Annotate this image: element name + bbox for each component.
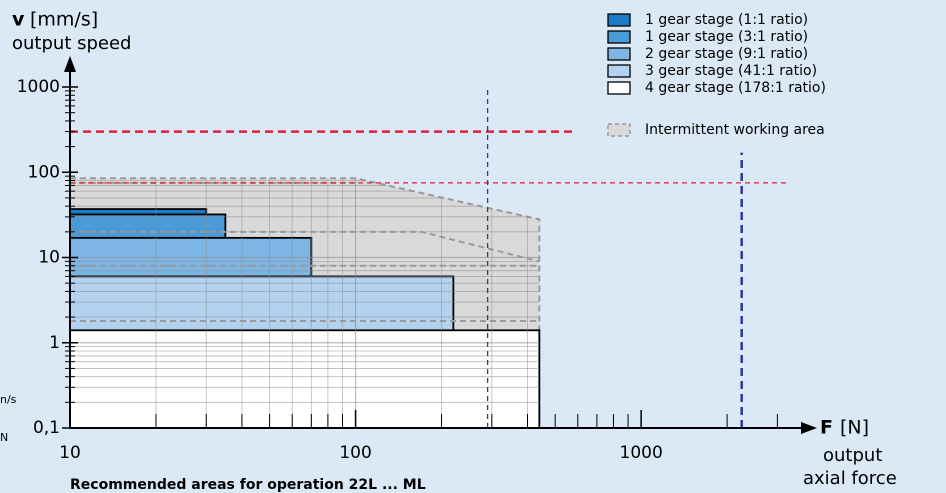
legend-label: 1 gear stage (3:1 ratio) bbox=[645, 29, 808, 45]
legend-label: 2 gear stage (9:1 ratio) bbox=[645, 46, 808, 62]
y-tick-label: 1 bbox=[49, 333, 60, 353]
side-note: n/s bbox=[0, 393, 17, 406]
y-axis-arrow bbox=[64, 56, 76, 72]
intermittent-line bbox=[70, 230, 540, 263]
x-symbol: F bbox=[820, 417, 833, 439]
y-tick-label: 100 bbox=[28, 162, 60, 182]
y-symbol: v bbox=[12, 9, 25, 31]
x-axis-arrow bbox=[801, 422, 817, 434]
areas bbox=[69, 177, 541, 429]
legend-swatch bbox=[607, 64, 631, 78]
x-tick-label: 100 bbox=[339, 443, 371, 463]
legend-swatch bbox=[607, 47, 631, 61]
side-note: N bbox=[0, 431, 8, 444]
legend-label: 4 gear stage (178:1 ratio) bbox=[645, 80, 826, 96]
legend-label: 3 gear stage (41:1 ratio) bbox=[645, 63, 817, 79]
caption: Recommended areas for operation 22L ... … bbox=[70, 477, 426, 493]
overlay: 10 100 1000 0,1 1 10 100 1000 1 gear stage (1:1 … bbox=[17, 12, 826, 463]
y-unit: [mm/s] bbox=[30, 9, 98, 31]
x-label: output bbox=[823, 445, 882, 466]
stage-area bbox=[69, 329, 541, 429]
x-tick-label: 1000 bbox=[620, 443, 663, 463]
y-tick-label: 1000 bbox=[17, 77, 60, 97]
legend-swatch bbox=[607, 13, 631, 27]
x-tick-label: 10 bbox=[59, 443, 81, 463]
legend-swatch bbox=[607, 81, 631, 95]
legend-label: 1 gear stage (1:1 ratio) bbox=[645, 12, 808, 28]
y-tick-label: 0,1 bbox=[33, 418, 60, 438]
x-unit: [N] bbox=[840, 417, 869, 439]
y-tick-label: 10 bbox=[38, 248, 60, 268]
x-label: axial force bbox=[803, 468, 897, 489]
y-label: output speed bbox=[12, 33, 131, 54]
legend-swatch bbox=[607, 30, 631, 44]
legend-label: Intermittent working area bbox=[645, 122, 825, 138]
legend-swatch bbox=[607, 123, 631, 137]
